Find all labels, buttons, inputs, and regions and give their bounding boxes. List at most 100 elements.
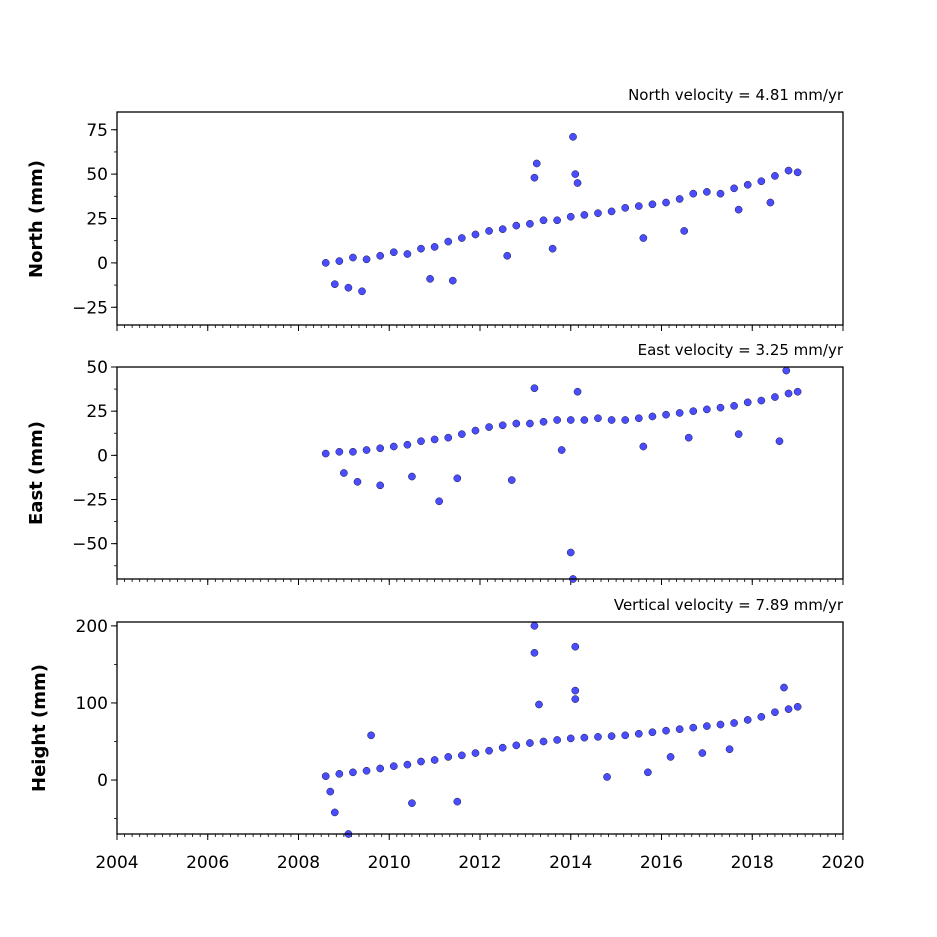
data-point — [662, 726, 670, 735]
data-point — [512, 419, 521, 428]
data-point — [553, 216, 561, 225]
north-panel: North velocity = 4.81 mm/yr North (mm) −… — [26, 86, 844, 331]
data-point — [376, 444, 385, 453]
data-point — [530, 622, 539, 630]
height-yticks: 0 100 200 — [76, 617, 117, 819]
data-point — [784, 166, 793, 175]
data-point — [349, 768, 357, 777]
north-yticks: −25 0 25 50 75 — [72, 121, 117, 318]
data-point — [403, 760, 412, 769]
data-point — [444, 433, 453, 442]
data-point — [639, 234, 648, 242]
data-point — [444, 237, 453, 246]
data-point — [321, 259, 330, 267]
data-point — [512, 221, 521, 230]
data-point — [675, 409, 684, 417]
data-point — [725, 745, 734, 754]
height-points — [321, 622, 802, 838]
data-point — [539, 417, 548, 426]
data-point — [539, 216, 548, 225]
data-point — [444, 753, 453, 761]
data-point — [471, 426, 480, 435]
data-point — [675, 725, 684, 734]
data-point — [689, 189, 698, 198]
data-point — [417, 757, 425, 766]
data-point — [403, 250, 412, 258]
east-frame — [116, 366, 844, 580]
data-point — [340, 469, 348, 477]
data-point — [730, 184, 738, 193]
data-point — [526, 219, 534, 228]
data-point — [743, 398, 752, 407]
data-point — [757, 396, 766, 405]
data-point — [526, 739, 534, 747]
data-point — [330, 808, 339, 817]
data-point — [566, 416, 575, 424]
data-point — [666, 753, 675, 761]
data-point — [376, 764, 385, 773]
height-panel: Vertical velocity = 7.89 mm/yr Height (m… — [29, 596, 865, 873]
data-point — [730, 719, 738, 727]
data-point — [526, 419, 534, 428]
data-point — [539, 737, 548, 746]
y-tick-label: 100 — [76, 694, 108, 714]
data-point — [485, 423, 493, 431]
data-point — [321, 449, 330, 458]
data-point — [571, 695, 580, 703]
data-point — [766, 198, 775, 207]
data-point — [757, 712, 766, 721]
data-point — [453, 797, 462, 806]
data-point — [716, 720, 725, 729]
data-point — [607, 207, 616, 216]
data-point — [417, 437, 425, 446]
y-tick-label: 0 — [97, 446, 108, 466]
data-point — [566, 734, 575, 743]
data-point — [408, 799, 416, 808]
data-point — [553, 416, 561, 424]
data-point — [389, 442, 398, 451]
data-point — [569, 133, 577, 141]
data-point — [471, 230, 480, 239]
data-point — [793, 168, 802, 177]
data-point — [458, 430, 466, 438]
data-point — [784, 389, 793, 398]
data-point — [594, 209, 602, 218]
data-point — [362, 255, 371, 264]
data-point — [580, 416, 589, 424]
data-point — [503, 251, 512, 260]
north-frame — [116, 111, 844, 326]
data-point — [530, 648, 539, 657]
x-tick-label: 2016 — [640, 853, 683, 873]
east-velocity-annotation: East velocity = 3.25 mm/yr — [638, 341, 844, 359]
data-point — [430, 435, 439, 444]
data-point — [344, 283, 353, 292]
data-point — [458, 234, 466, 242]
data-point — [680, 227, 689, 235]
data-point — [743, 180, 752, 189]
x-tick-label: 2014 — [549, 853, 592, 873]
data-point — [512, 741, 521, 750]
data-point — [376, 481, 385, 490]
data-point — [330, 280, 339, 289]
data-point — [734, 205, 743, 214]
data-point — [389, 248, 398, 257]
y-tick-label: 50 — [86, 165, 108, 185]
data-point — [573, 179, 582, 187]
data-point — [662, 410, 670, 419]
x-tick-label: 2010 — [368, 853, 411, 873]
data-point — [532, 159, 541, 168]
x-tick-label: 2012 — [458, 853, 501, 873]
data-point — [571, 170, 580, 178]
data-point — [607, 416, 616, 424]
data-point — [335, 770, 344, 778]
data-point — [435, 497, 444, 506]
north-xticks — [116, 325, 844, 331]
height-xticks: 2004 2006 2008 2010 2012 2014 2016 2018 2020 — [95, 834, 865, 873]
data-point — [571, 686, 580, 695]
data-point — [634, 202, 643, 210]
data-point — [771, 172, 779, 180]
x-tick-label: 2020 — [821, 853, 864, 873]
data-point — [621, 416, 630, 424]
data-point — [335, 447, 344, 456]
data-point — [730, 402, 738, 410]
